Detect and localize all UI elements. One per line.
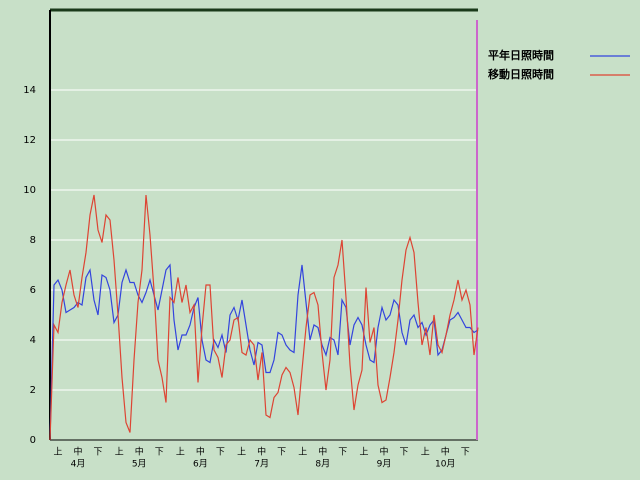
y-tick-label: 8 — [30, 235, 36, 246]
x-period-label: 中 — [441, 446, 450, 458]
x-period-label: 中 — [318, 446, 327, 458]
x-period-label: 上 — [53, 447, 62, 458]
y-tick-label: 14 — [23, 85, 36, 96]
series-line — [49, 194, 479, 441]
y-tick-label: 0 — [30, 435, 36, 446]
x-period-label: 上 — [359, 447, 368, 458]
y-tick-label: 4 — [30, 335, 36, 346]
x-period-label: 下 — [461, 448, 470, 458]
x-month-label: 5月 — [132, 459, 147, 470]
x-period-label: 下 — [93, 448, 102, 458]
x-period-label: 上 — [176, 447, 185, 458]
x-period-label: 下 — [338, 448, 347, 458]
x-period-label: 上 — [115, 447, 124, 458]
x-month-label: 9月 — [377, 459, 392, 470]
legend-label: 移動日照時間 — [488, 67, 554, 81]
x-period-label: 下 — [155, 448, 164, 458]
x-period-label: 下 — [399, 448, 408, 458]
x-period-label: 下 — [277, 448, 286, 458]
x-period-label: 中 — [379, 446, 388, 458]
x-month-label: 8月 — [315, 459, 330, 470]
legend-label: 平年日照時間 — [488, 48, 554, 62]
x-month-label: 4月 — [71, 459, 86, 470]
x-period-label: 中 — [257, 446, 266, 458]
x-month-label: 7月 — [254, 459, 269, 470]
y-tick-label: 12 — [23, 135, 36, 146]
y-tick-label: 6 — [30, 285, 36, 296]
x-period-label: 中 — [135, 446, 144, 458]
x-period-label: 上 — [421, 447, 430, 458]
x-month-label: 10月 — [435, 459, 455, 470]
x-month-label: 6月 — [193, 459, 208, 470]
x-period-label: 中 — [73, 446, 82, 458]
x-period-label: 上 — [298, 447, 307, 458]
x-period-label: 下 — [216, 448, 225, 458]
series-line — [49, 263, 479, 441]
x-period-label: 上 — [237, 447, 246, 458]
y-tick-label: 2 — [30, 385, 36, 396]
y-tick-label: 10 — [23, 185, 36, 196]
x-period-label: 中 — [196, 446, 205, 458]
